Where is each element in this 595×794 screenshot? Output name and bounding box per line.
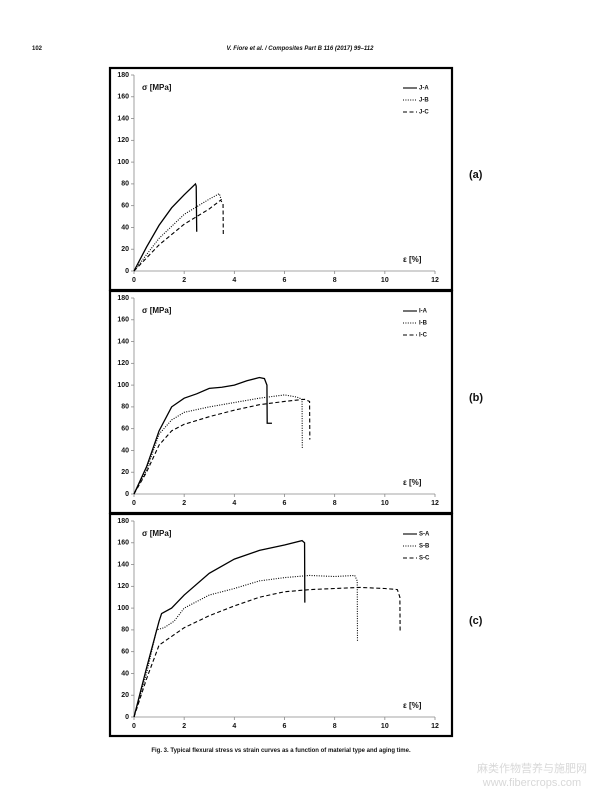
y-tick-label: 100 — [117, 159, 129, 166]
y-tick-label: 40 — [121, 670, 129, 677]
y-tick-label: 0 — [125, 491, 129, 498]
series-line — [133, 182, 198, 272]
x-tick-label: 4 — [232, 277, 236, 284]
legend-label: J-A — [419, 86, 429, 92]
x-tick-label: 12 — [431, 500, 439, 507]
x-tick-label: 2 — [182, 723, 186, 730]
y-axis-label: σ [MPa] — [142, 306, 172, 315]
legend-label: S-C — [419, 556, 430, 562]
y-tick-label: 120 — [117, 583, 129, 590]
y-tick-label: 40 — [121, 224, 129, 231]
y-tick-label: 20 — [121, 469, 129, 476]
series-line — [133, 394, 303, 495]
x-tick-label: 8 — [333, 500, 337, 507]
x-tick-label: 8 — [333, 723, 337, 730]
legend-label: S-B — [419, 544, 430, 550]
y-tick-label: 0 — [125, 268, 129, 275]
y-tick-label: 100 — [117, 382, 129, 389]
chart-frame — [108, 66, 454, 292]
y-tick-label: 0 — [125, 714, 129, 721]
y-tick-label: 180 — [117, 295, 129, 302]
x-tick-label: 6 — [283, 723, 287, 730]
series-line — [133, 192, 223, 272]
x-axis-label: ε [%] — [403, 701, 422, 710]
legend-label: I-C — [419, 333, 428, 339]
y-tick-label: 40 — [121, 447, 129, 454]
x-tick-label: 0 — [132, 277, 136, 284]
watermark: 麻类作物营养与施肥网 — [477, 761, 587, 775]
y-tick-label: 140 — [117, 115, 129, 122]
panel-label: (c) — [469, 615, 483, 627]
x-tick-label: 4 — [232, 500, 236, 507]
series-line — [133, 586, 401, 718]
y-tick-label: 180 — [117, 518, 129, 525]
x-tick-label: 6 — [283, 277, 287, 284]
series-line — [133, 398, 311, 495]
chart-frame — [108, 512, 454, 738]
y-tick-label: 160 — [117, 540, 129, 547]
y-tick-label: 60 — [121, 203, 129, 210]
x-tick-label: 2 — [182, 277, 186, 284]
running-title: V. Fiore et al. / Composites Part B 116 … — [227, 46, 375, 52]
y-tick-label: 60 — [121, 426, 129, 433]
series-line — [133, 199, 224, 272]
y-axis-label: σ [MPa] — [142, 529, 172, 538]
series-line — [133, 574, 359, 718]
y-tick-label: 20 — [121, 246, 129, 253]
x-tick-label: 12 — [431, 277, 439, 284]
panel-label: (a) — [469, 169, 483, 181]
legend-label: S-A — [419, 532, 430, 538]
y-tick-label: 120 — [117, 360, 129, 367]
y-tick-label: 80 — [121, 181, 129, 188]
x-tick-label: 12 — [431, 723, 439, 730]
y-tick-label: 180 — [117, 72, 129, 79]
series-line — [133, 539, 306, 718]
panel-label: (b) — [469, 392, 483, 404]
chart-frame — [108, 289, 454, 515]
y-tick-label: 160 — [117, 317, 129, 324]
x-axis-label: ε [%] — [403, 255, 422, 264]
x-tick-label: 2 — [182, 500, 186, 507]
y-tick-label: 60 — [121, 649, 129, 656]
x-tick-label: 10 — [381, 277, 389, 284]
series-line — [133, 376, 272, 495]
x-tick-label: 6 — [283, 500, 287, 507]
watermark: www.fibercrops.com — [482, 777, 581, 789]
x-tick-label: 0 — [132, 500, 136, 507]
x-tick-label: 8 — [333, 277, 337, 284]
page-number: 102 — [32, 46, 43, 52]
y-axis-label: σ [MPa] — [142, 83, 172, 92]
x-tick-label: 4 — [232, 723, 236, 730]
x-axis-label: ε [%] — [403, 478, 422, 487]
y-tick-label: 160 — [117, 94, 129, 101]
y-tick-label: 140 — [117, 561, 129, 568]
y-tick-label: 120 — [117, 137, 129, 144]
y-tick-label: 20 — [121, 692, 129, 699]
x-tick-label: 10 — [381, 723, 389, 730]
y-tick-label: 140 — [117, 338, 129, 345]
legend-label: J-B — [419, 98, 429, 104]
legend-label: I-A — [419, 309, 428, 315]
legend-label: I-B — [419, 321, 428, 327]
figure-caption: Fig. 3. Typical flexural stress vs strai… — [151, 748, 411, 754]
y-tick-label: 80 — [121, 404, 129, 411]
y-tick-label: 100 — [117, 605, 129, 612]
x-tick-label: 10 — [381, 500, 389, 507]
x-tick-label: 0 — [132, 723, 136, 730]
y-tick-label: 80 — [121, 627, 129, 634]
legend-label: J-C — [419, 110, 429, 116]
